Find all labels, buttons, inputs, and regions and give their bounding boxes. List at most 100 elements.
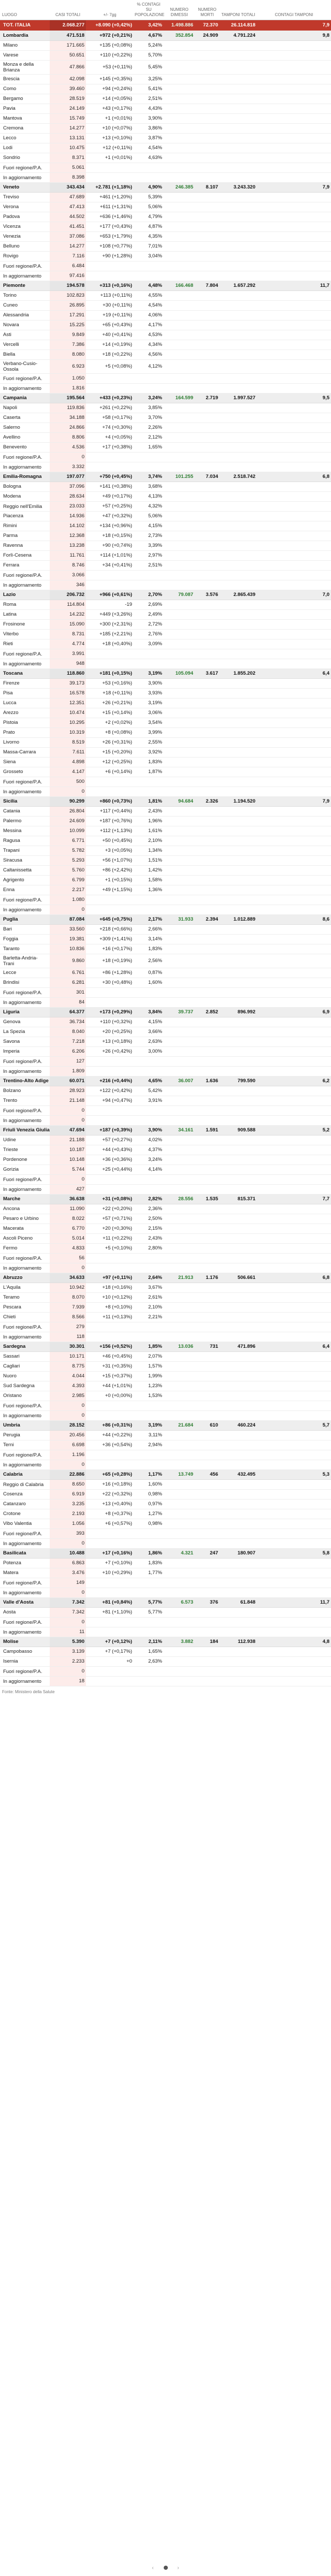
table-row[interactable]: Fuori regione/P.A. 1.196 <box>0 1450 331 1460</box>
table-row[interactable]: In aggiornamento 8.398 <box>0 172 331 183</box>
table-row[interactable]: Terni 6.698 +36 (+0,54%) 2,94% <box>0 1440 331 1450</box>
region-row[interactable]: Lombardia 471.518 +972 (+0,21%) 4,67% 352.85… <box>0 31 331 41</box>
table-row[interactable]: In aggiornamento 346 <box>0 580 331 590</box>
table-row[interactable]: Ferrara 8.746 +34 (+0,41%) 2,51% <box>0 560 331 571</box>
table-row[interactable]: Lecce 6.761 +86 (+1,28%) 0,87% <box>0 968 331 978</box>
table-row[interactable]: Perugia 20.456 +44 (+0,22%) 3,11% <box>0 1430 331 1440</box>
table-row[interactable]: Fuori regione/P.A. 3.066 <box>0 570 331 580</box>
table-row[interactable]: Verona 47.413 +611 (+1,31%) 5,06% <box>0 202 331 212</box>
region-row[interactable]: Trentino-Alto Adige 60.071 +216 (+0,44%) 4,… <box>0 1076 331 1086</box>
column-header[interactable]: TAMPONI TOTALI <box>220 0 257 20</box>
table-row[interactable]: In aggiornamento 0 <box>0 1538 331 1549</box>
table-row[interactable]: Siena 4.898 +12 (+0,25%) 1,83% <box>0 757 331 767</box>
column-header[interactable]: NUMERO DIMESSI <box>164 0 195 20</box>
column-header[interactable]: LUOGO <box>0 0 50 20</box>
table-row[interactable]: In aggiornamento 84 <box>0 997 331 1008</box>
table-row[interactable]: Padova 44.502 +636 (+1,46%) 4,79% <box>0 212 331 222</box>
table-row[interactable]: Rieti 4.774 +18 (+0,40%) 3,09% <box>0 639 331 649</box>
table-row[interactable]: Reggio nell'Emilia 23.033 +57 (+0,25%) 4,32… <box>0 501 331 512</box>
region-row[interactable]: Basilicata 10.488 +17 (+0,16%) 1,86% 4.321 24… <box>0 1548 331 1559</box>
region-row[interactable]: Veneto 343.434 +2.781 (+1,18%) 4,90% 246.385… <box>0 182 331 193</box>
table-row[interactable]: Enna 2.217 +49 (+1,15%) 1,36% <box>0 885 331 895</box>
table-row[interactable]: Verbano-Cusio-Ossola 6.923 +5 (+0,08%) 4,12… <box>0 359 331 374</box>
table-row[interactable]: Venezia 37.086 +653 (+1,79%) 4,35% <box>0 231 331 242</box>
table-row[interactable]: In aggiornamento 0 <box>0 1588 331 1598</box>
table-row[interactable]: Trapani 5.782 +3 (+0,05%) 1,34% <box>0 846 331 856</box>
column-header[interactable]: CASI TOTALI <box>50 0 86 20</box>
column-header[interactable]: NUMERO MORTI <box>195 0 220 20</box>
column-header[interactable]: +/- 7gg <box>86 0 134 20</box>
table-row[interactable]: Torino 102.823 +113 (+0,11%) 4,55% <box>0 290 331 301</box>
table-row[interactable]: Fuori regione/P.A. 301 <box>0 987 331 998</box>
table-row[interactable]: Arezzo 10.474 +15 (+0,14%) 3,06% <box>0 708 331 718</box>
region-row[interactable]: Sardegna 30.301 +156 (+0,52%) 1,85% 13.036 73… <box>0 1342 331 1352</box>
table-row[interactable]: Vicenza 41.451 +177 (+0,43%) 4,87% <box>0 222 331 232</box>
table-row[interactable]: Fuori regione/P.A. 5.061 <box>0 163 331 173</box>
table-row[interactable]: Teramo 8.070 +10 (+0,12%) 2,61% <box>0 1292 331 1303</box>
table-row[interactable]: Prato 10.319 +8 (+0,08%) 3,99% <box>0 727 331 738</box>
table-row[interactable]: Pavia 24.149 +43 (+0,17%) 4,43% <box>0 104 331 114</box>
table-row[interactable]: Modena 28.634 +49 (+0,17%) 4,13% <box>0 491 331 502</box>
table-row[interactable]: Fuori regione/P.A. 500 <box>0 777 331 787</box>
region-row[interactable]: Puglia 87.084 +645 (+0,75%) 2,17% 31.933 2.39… <box>0 914 331 925</box>
table-row[interactable]: Sassari 10.171 +46 (+0,45%) 2,07% <box>0 1351 331 1362</box>
table-row[interactable]: Massa-Carrara 7.611 +15 (+0,20%) 3,92% <box>0 747 331 758</box>
table-row[interactable]: Asti 9.849 +40 (+0,41%) 4,53% <box>0 330 331 340</box>
table-row[interactable]: Fuori regione/P.A. 279 <box>0 1322 331 1332</box>
table-row[interactable]: Fuori regione/P.A. 393 <box>0 1529 331 1539</box>
total-row[interactable]: TOT. ITALIA 2.068.277 +8.090 (+0,42%) 3,42%… <box>0 20 331 31</box>
region-row[interactable]: Calabria 22.886 +65 (+0,28%) 1,17% 13.749 456… <box>0 1469 331 1480</box>
table-row[interactable]: In aggiornamento 0 <box>0 1115 331 1126</box>
region-row[interactable]: Valle d'Aosta 7.342 +81 (+0,84%) 5,77% 6.573… <box>0 1597 331 1608</box>
table-row[interactable]: Catanzaro 3.235 +13 (+0,40%) 0,97% <box>0 1499 331 1509</box>
table-row[interactable]: Pisa 16.578 +18 (+0,11%) 3,93% <box>0 688 331 698</box>
table-row[interactable]: Foggia 19.381 +309 (+1,41%) 3,14% <box>0 934 331 944</box>
region-row[interactable]: Liguria 64.377 +173 (+0,29%) 3,84% 39.737 2.8… <box>0 1007 331 1017</box>
table-row[interactable]: Isernia 2.233 +0 2,63% <box>0 1656 331 1667</box>
table-row[interactable]: Belluno 14.277 +108 (+0,77%) 7,01% <box>0 241 331 252</box>
table-row[interactable]: Reggio di Calabria 8.650 +16 (+0,18%) 1,60% <box>0 1479 331 1490</box>
table-row[interactable]: Agrigento 6.799 +1 (+0,15%) 1,58% <box>0 875 331 885</box>
table-row[interactable]: Fuori regione/P.A. 0 <box>0 452 331 462</box>
page-indicator-dot[interactable] <box>163 2566 168 2570</box>
table-row[interactable]: Piacenza 14.936 +47 (+0,32%) 5,06% <box>0 511 331 521</box>
region-row[interactable]: Friuli Venezia Giulia 47.694 +187 (+0,39%)… <box>0 1125 331 1136</box>
table-row[interactable]: In aggiornamento 11 <box>0 1627 331 1637</box>
table-row[interactable]: Barletta-Andria-Trani 9.860 +18 (+0,19%) 2,… <box>0 954 331 968</box>
table-row[interactable]: Firenze 39.173 +53 (+0,16%) 3,90% <box>0 678 331 689</box>
prev-page-button[interactable]: ‹ <box>152 2565 154 2571</box>
table-row[interactable]: Novara 15.225 +65 (+0,43%) 4,17% <box>0 320 331 330</box>
table-row[interactable]: Cuneo 26.895 +30 (+0,11%) 4,54% <box>0 300 331 311</box>
region-row[interactable]: Emilia-Romagna 197.077 +750 (+0,45%) 3,74% 1… <box>0 472 331 482</box>
table-row[interactable]: Trento 21.148 +94 (+0,47%) 3,91% <box>0 1096 331 1106</box>
table-row[interactable]: Livorno 8.519 +26 (+0,31%) 2,55% <box>0 737 331 748</box>
table-row[interactable]: Forlì-Cesena 11.761 +114 (+1,01%) 2,97% <box>0 550 331 561</box>
table-row[interactable]: Salerno 24.866 +74 (+0,30%) 2,26% <box>0 423 331 433</box>
table-row[interactable]: Fuori regione/P.A. 0 <box>0 1617 331 1627</box>
table-row[interactable]: Ravenna 13.238 +90 (+0,74%) 3,39% <box>0 541 331 551</box>
table-row[interactable]: Brindisi 6.281 +30 (+0,48%) 1,60% <box>0 978 331 988</box>
table-row[interactable]: Cremona 14.277 +10 (+0,07%) 3,86% <box>0 123 331 134</box>
table-row[interactable]: Catania 26.804 +117 (+0,44%) 2,43% <box>0 806 331 817</box>
table-row[interactable]: Milano 171.665 +135 (+0,08%) 5,24% <box>0 40 331 51</box>
table-row[interactable]: In aggiornamento 0 <box>0 1460 331 1470</box>
table-row[interactable]: In aggiornamento 427 <box>0 1184 331 1195</box>
table-row[interactable]: Fuori regione/P.A. 0 <box>0 1105 331 1116</box>
table-row[interactable]: Pordenone 10.148 +36 (+0,36%) 3,24% <box>0 1155 331 1165</box>
region-row[interactable]: Molise 5.390 +7 (+0,12%) 2,11% 3.882 184 112.9… <box>0 1637 331 1647</box>
table-row[interactable]: Palermo 24.609 +187 (+0,76%) 1,96% <box>0 816 331 826</box>
table-row[interactable]: Chieti 8.566 +11 (+0,13%) 2,21% <box>0 1312 331 1322</box>
next-page-button[interactable]: › <box>177 2565 179 2571</box>
table-row[interactable]: Grosseto 4.147 +6 (+0,14%) 1,87% <box>0 767 331 777</box>
table-row[interactable]: Fuori regione/P.A. 1.080 <box>0 895 331 905</box>
table-row[interactable]: Potenza 6.863 +7 (+0,10%) 1,83% <box>0 1558 331 1568</box>
table-row[interactable]: Nuoro 4.044 +15 (+0,37%) 1,99% <box>0 1371 331 1381</box>
table-row[interactable]: Oristano 2.985 +0 (+0,00%) 1,53% <box>0 1391 331 1401</box>
table-row[interactable]: Fuori regione/P.A. 3.991 <box>0 649 331 659</box>
table-row[interactable]: Siracusa 5.293 +56 (+1,07%) 1,51% <box>0 855 331 866</box>
table-row[interactable]: Caltanissetta 5.760 +86 (+2,42%) 1,42% <box>0 865 331 876</box>
table-row[interactable]: In aggiornamento 118 <box>0 1332 331 1342</box>
region-row[interactable]: Lazio 206.732 +966 (+0,61%) 2,70% 79.087 3.57… <box>0 590 331 600</box>
table-row[interactable]: Bologna 37.096 +141 (+0,38%) 3,68% <box>0 482 331 492</box>
table-row[interactable]: In aggiornamento 1.816 <box>0 383 331 394</box>
